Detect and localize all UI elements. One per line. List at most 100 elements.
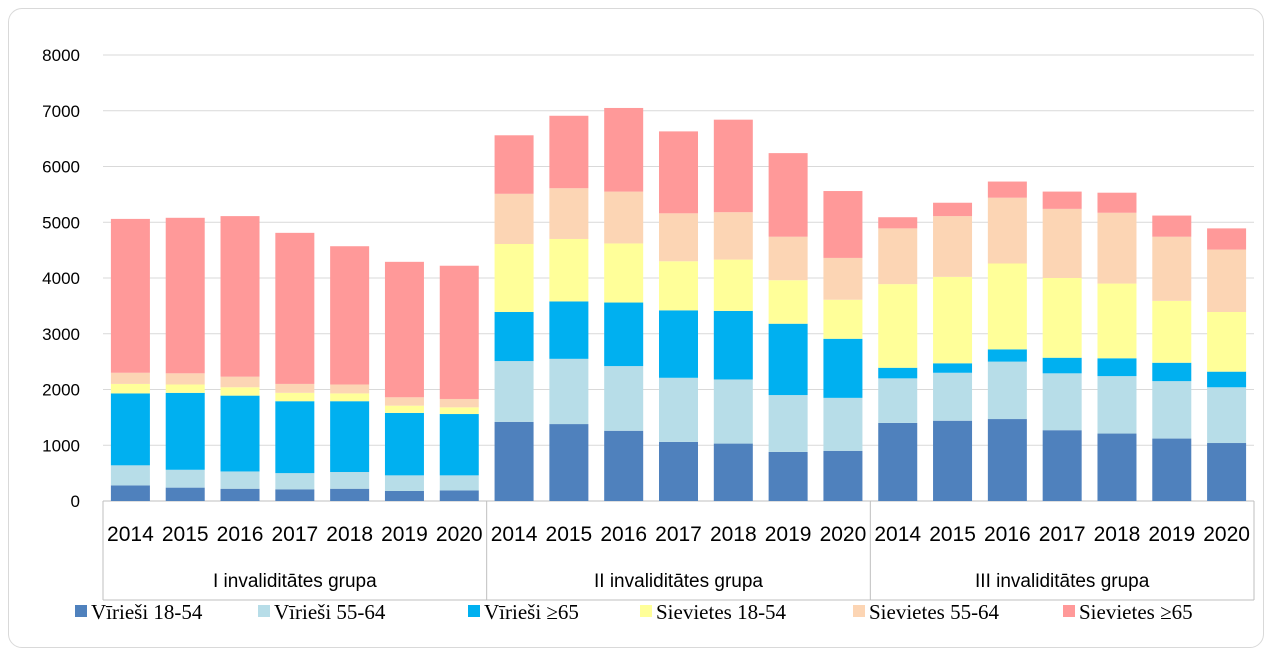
bar-segment xyxy=(220,471,260,489)
bar-segment xyxy=(933,216,973,277)
x-tick-label: 2020 xyxy=(1203,523,1250,546)
bar-segment xyxy=(823,450,863,501)
bar-segment xyxy=(110,393,150,466)
bar-segment xyxy=(439,398,479,408)
x-tick-label: 2016 xyxy=(217,523,264,546)
legend-swatch xyxy=(640,605,652,617)
bar-segment xyxy=(659,441,698,501)
bar-segment xyxy=(713,379,753,444)
bars xyxy=(110,107,1247,501)
legend-label: Sievietes 55-64 xyxy=(869,600,1000,624)
bar-segment xyxy=(659,310,698,378)
y-tick-label: 2000 xyxy=(42,381,80,400)
bar-segment xyxy=(1042,208,1082,278)
bar-segment xyxy=(1097,433,1137,501)
bar-segment xyxy=(384,490,424,501)
bar-segment xyxy=(659,213,698,262)
x-tick-label: 2015 xyxy=(546,523,593,546)
bar-segment xyxy=(549,358,589,425)
bar-segment xyxy=(987,181,1027,198)
x-tick-label: 2020 xyxy=(820,523,867,546)
bar-segment xyxy=(1207,249,1247,313)
bar-segment xyxy=(330,488,370,501)
bar-segment xyxy=(713,443,753,501)
bar-segment xyxy=(713,259,753,311)
bar-segment xyxy=(1207,228,1247,250)
x-tick-label: 2015 xyxy=(162,523,209,546)
bar-segment xyxy=(275,392,315,402)
bar-segment xyxy=(220,387,260,396)
bar-segment xyxy=(768,395,808,452)
bar-segment xyxy=(933,420,973,501)
bar-segment xyxy=(165,469,205,488)
bar-segment xyxy=(604,107,644,192)
legend-swatch xyxy=(75,605,87,617)
bar-segment xyxy=(1042,191,1082,209)
bar-segment xyxy=(494,243,534,313)
bar-segment xyxy=(823,338,863,398)
x-tick-label: 2014 xyxy=(874,523,921,546)
bar-segment xyxy=(1207,387,1247,444)
bar-segment xyxy=(494,361,534,422)
bar-segment xyxy=(330,472,370,489)
bar-segment xyxy=(165,384,205,393)
bar-segment xyxy=(987,263,1027,350)
bar-segment xyxy=(823,257,863,300)
bar-segment xyxy=(494,421,534,501)
bar-segment xyxy=(1207,371,1247,388)
bar-segment xyxy=(1152,236,1192,301)
x-tick-label: 2018 xyxy=(1094,523,1141,546)
bar-segment xyxy=(1042,430,1082,501)
bar-segment xyxy=(768,236,808,281)
bar-segment xyxy=(1152,362,1192,382)
legend-swatch xyxy=(853,605,865,617)
bar-segment xyxy=(878,378,918,423)
bar-segment xyxy=(878,367,918,379)
bar-segment xyxy=(549,301,589,359)
x-tick-label: 2015 xyxy=(929,523,976,546)
bar-segment xyxy=(275,383,315,393)
x-tick-label: 2014 xyxy=(491,523,538,546)
bar-segment xyxy=(1152,215,1192,237)
bar-segment xyxy=(165,217,205,374)
bar-segment xyxy=(933,372,973,421)
bar-segment xyxy=(275,232,315,384)
x-tick-label: 2018 xyxy=(326,523,373,546)
bar-segment xyxy=(1152,381,1192,439)
x-tick-label: 2017 xyxy=(271,523,318,546)
bar-segment xyxy=(768,451,808,501)
bar-segment xyxy=(494,312,534,362)
bar-segment xyxy=(384,412,424,476)
bar-segment xyxy=(165,373,205,385)
bar-segment xyxy=(384,261,424,398)
x-tick-label: 2019 xyxy=(1148,523,1195,546)
bar-segment xyxy=(878,228,918,285)
x-tick-label: 2017 xyxy=(655,523,702,546)
bar-segment xyxy=(1042,357,1082,374)
x-tick-label: 2014 xyxy=(107,523,154,546)
bar-segment xyxy=(1097,212,1137,284)
bar-segment xyxy=(604,430,644,501)
legend-swatch xyxy=(468,605,480,617)
bar-segment xyxy=(768,280,808,324)
bar-segment xyxy=(110,218,150,373)
group-label: I invaliditātes grupa xyxy=(213,571,377,592)
bar-segment xyxy=(165,392,205,470)
bar-segment xyxy=(713,212,753,260)
legend-label: Sievietes 18-54 xyxy=(656,600,787,624)
bar-segment xyxy=(713,119,753,213)
y-tick-label: 1000 xyxy=(42,436,80,455)
x-tick-label: 2019 xyxy=(765,523,812,546)
y-tick-label: 7000 xyxy=(42,102,80,121)
bar-segment xyxy=(330,384,370,394)
bar-segment xyxy=(439,475,479,491)
x-axis: 2014 2015 2016 2017 2018 2019 2020 2014 2015 2016… xyxy=(102,501,1255,601)
bar-segment xyxy=(1152,300,1192,363)
x-tick-label: 2020 xyxy=(436,523,483,546)
bar-segment xyxy=(1152,438,1192,501)
x-tick-label: 2019 xyxy=(381,523,428,546)
bar-segment xyxy=(275,401,315,474)
x-tick-label: 2016 xyxy=(600,523,647,546)
bar-segment xyxy=(384,397,424,406)
bar-segment xyxy=(878,217,918,229)
